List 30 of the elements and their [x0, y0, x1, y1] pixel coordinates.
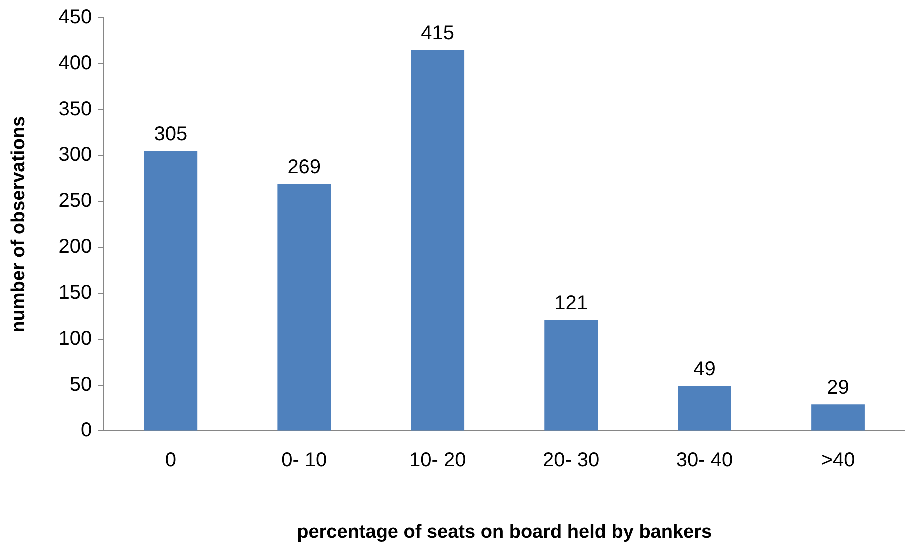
x-tick-label: 30- 40	[676, 450, 734, 472]
y-tick-label: 100	[58, 328, 92, 350]
x-tick-label: 0	[165, 450, 176, 472]
y-tick-label: 350	[58, 98, 92, 120]
x-tick-label: >40	[821, 450, 856, 472]
y-axis-title: number of observations	[8, 116, 30, 333]
data-label: 121	[554, 292, 588, 315]
y-tick-label: 0	[81, 420, 92, 442]
data-label: 415	[421, 22, 455, 45]
y-tick-label: 400	[58, 52, 92, 74]
x-tick-label: 0- 10	[282, 450, 328, 472]
x-axis-title: percentage of seats on board held by bankers	[297, 522, 712, 543]
y-tick-label: 50	[70, 374, 92, 396]
data-label: 49	[694, 358, 716, 381]
data-label: 305	[154, 124, 188, 146]
y-tick-label: 200	[58, 236, 92, 258]
x-tick-label: 20- 30	[542, 450, 600, 472]
bar	[144, 151, 198, 431]
y-tick-label: 300	[58, 144, 92, 166]
y-tick-label: 150	[58, 282, 92, 304]
data-label: 29	[827, 377, 850, 400]
bar	[678, 386, 732, 431]
bar	[544, 320, 598, 431]
y-tick-label: 450	[58, 6, 92, 29]
y-tick-label: 250	[58, 190, 92, 212]
x-tick-label: 10- 20	[409, 450, 466, 472]
bar	[812, 404, 865, 431]
data-label: 269	[288, 156, 322, 179]
bar	[411, 50, 465, 431]
bar	[278, 184, 332, 431]
